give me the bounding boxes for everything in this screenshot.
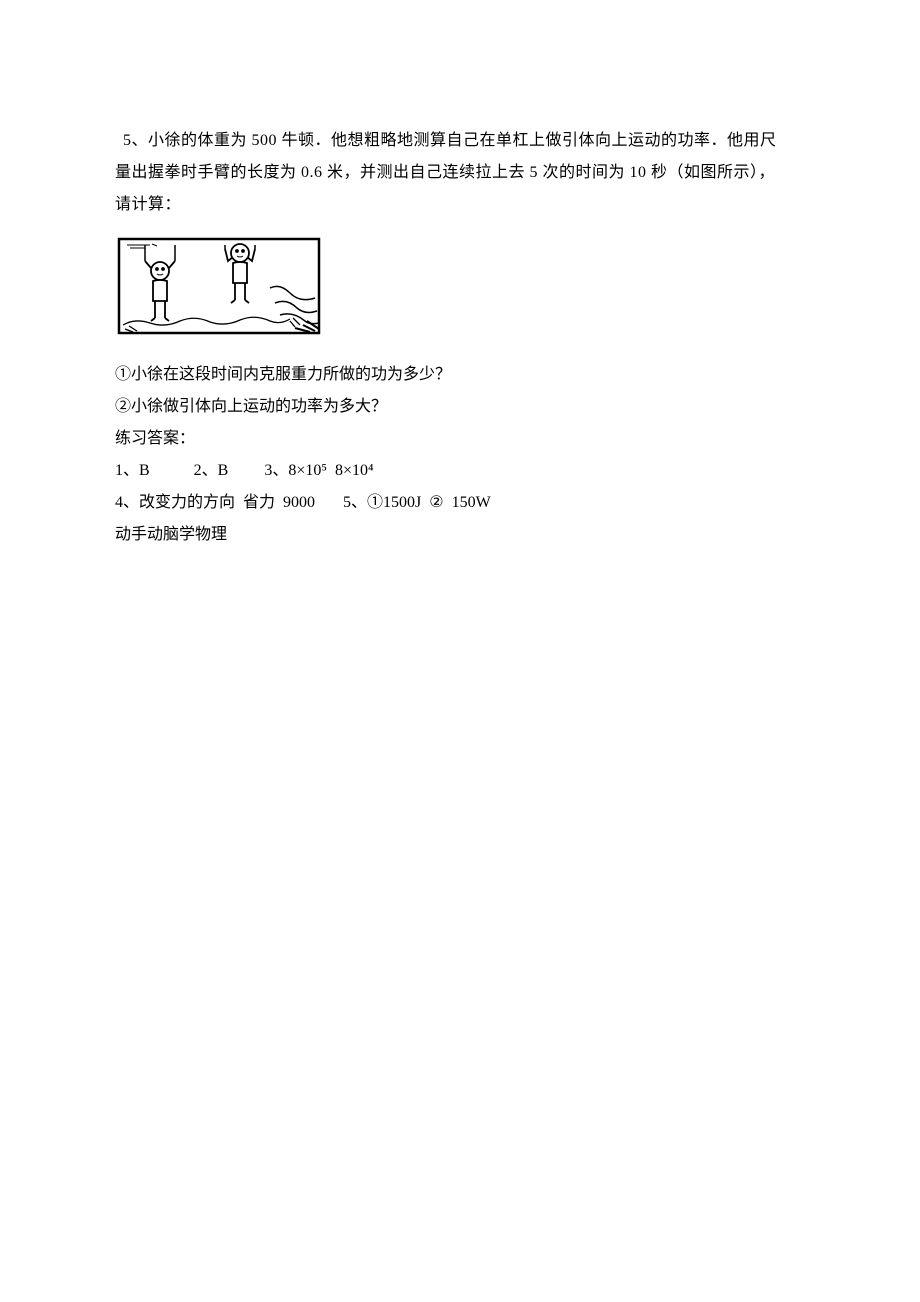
answer-line-1: 1、B 2、B 3、8×10⁵ 8×10⁴ — [115, 455, 805, 487]
answer-line-2: 4、改变力的方向 省力 9000 5、①1500J ② 150W — [115, 487, 805, 519]
problem-line-1: 5、小徐的体重为 500 牛顿．他想粗略地测算自己在单杠上做引体向上运动的功率．… — [115, 125, 805, 157]
problem-line-2: 量出握拳时手臂的长度为 0.6 米，并测出自己连续拉上去 5 次的时间为 10 … — [115, 157, 805, 189]
footer-text: 动手动脑学物理 — [115, 519, 805, 551]
problem-line-3: 请计算： — [115, 189, 805, 221]
sub-question-1: ①小徐在这段时间内克服重力所做的功为多少？ — [115, 359, 805, 391]
answers-heading: 练习答案： — [115, 423, 805, 455]
pullup-illustration — [115, 233, 325, 341]
sub-question-2: ②小徐做引体向上运动的功率为多大？ — [115, 391, 805, 423]
